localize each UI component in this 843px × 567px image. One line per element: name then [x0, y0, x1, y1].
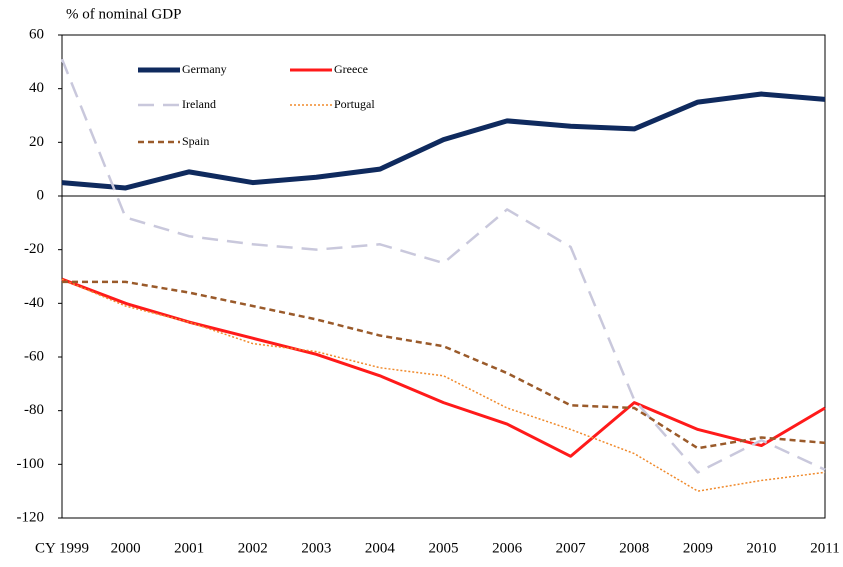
plot-area — [61, 34, 826, 519]
x-tick-label: 2008 — [619, 540, 649, 556]
legend-label: Spain — [182, 134, 209, 148]
x-tick-label: 2003 — [301, 540, 331, 556]
y-tick-label: -80 — [24, 402, 44, 418]
y-tick-label: 0 — [37, 187, 45, 203]
y-axis-label: % of nominal GDP — [66, 6, 181, 22]
series-line — [62, 280, 826, 450]
series-line — [60, 58, 826, 474]
x-tick-label: 2009 — [683, 540, 713, 556]
series-line — [61, 91, 826, 191]
y-tick-label: 60 — [29, 26, 44, 42]
legend-label: Portugal — [334, 97, 375, 111]
x-tick-label: 2006 — [492, 540, 523, 556]
legend-label: Greece — [334, 62, 368, 76]
x-tick-label: 2002 — [238, 540, 268, 556]
series-line — [61, 277, 826, 458]
x-tick-label: 2001 — [174, 540, 204, 556]
y-tick-label: -20 — [24, 241, 44, 257]
y-tick-label: -100 — [17, 456, 45, 472]
series-line — [61, 278, 826, 492]
y-tick-label: 40 — [29, 80, 44, 96]
x-tick-label: CY 1999 — [35, 540, 89, 556]
x-tick-label: 2011 — [810, 540, 839, 556]
x-tick-label: 2005 — [429, 540, 459, 556]
y-tick-label: -120 — [17, 509, 45, 525]
legend-label: Ireland — [182, 97, 216, 111]
y-tick-label: -40 — [24, 295, 44, 311]
y-tick-label: 20 — [29, 134, 44, 150]
x-tick-label: 2010 — [746, 540, 776, 556]
y-tick-label: -60 — [24, 348, 44, 364]
x-tick-label: 2000 — [111, 540, 141, 556]
x-tick-label: 2004 — [365, 540, 396, 556]
legend-label: Germany — [182, 62, 227, 76]
x-tick-label: 2007 — [556, 540, 587, 556]
